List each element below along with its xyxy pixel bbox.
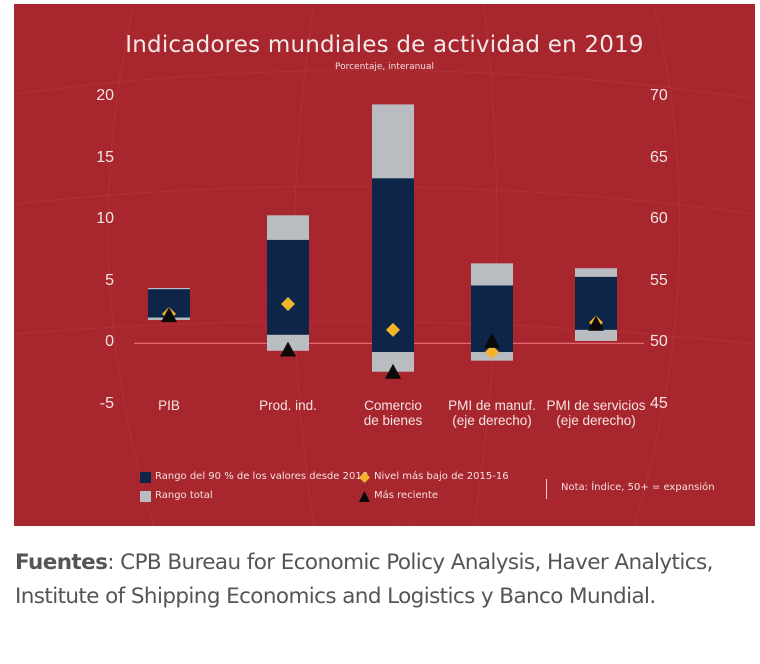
legend-label-lowest: Nivel más bajo de 2015-16: [374, 471, 509, 482]
category-label-line: (eje derecho): [452, 413, 532, 428]
lowest-2015-16-marker: [386, 322, 400, 337]
legend-divider: [546, 479, 547, 499]
category-label-line: Prod. ind.: [259, 398, 317, 413]
most-recent-marker: [484, 332, 500, 348]
right-tick-label: 45: [650, 395, 668, 412]
category-label-line: [228, 413, 348, 428]
category-label-line: [109, 413, 229, 428]
lowest-2015-16-marker: [485, 345, 499, 360]
legend-swatch-total-range: [140, 491, 151, 502]
category-label: PMI de servicios (eje derecho): [536, 398, 656, 428]
most-recent-marker: [588, 315, 604, 331]
sources-text: : CPB Bureau for Economic Policy Analysi…: [15, 550, 713, 609]
right-tick-label: 65: [650, 148, 668, 166]
legend-diamond-icon: [359, 472, 370, 483]
category-label-line: Comercio: [364, 398, 422, 413]
most-recent-marker: [385, 363, 401, 379]
category-label-line: de bienes: [363, 413, 423, 428]
chart-panel: Indicadores mundiales de actividad en 20…: [14, 4, 755, 526]
legend-swatch-range-90: [140, 472, 151, 483]
chart-title: Indicadores mundiales de actividad en 20…: [125, 32, 644, 58]
right-tick-label: 50: [650, 333, 668, 351]
lowest-2015-16-marker: [281, 296, 295, 311]
legend-label-total-range: Rango total: [155, 490, 213, 501]
category-label: PMI de manuf. (eje derecho): [432, 398, 552, 428]
right-tick-label: 70: [650, 87, 668, 104]
legend-label-range-90: Rango del 90 % de los valores desde 2010: [155, 471, 369, 482]
legend-note: Nota: Índice, 50+ = expansión: [561, 482, 715, 493]
category-label-line: PIB: [158, 398, 180, 413]
legend-triangle-icon: [359, 491, 370, 502]
category-label-line: PMI de manuf.: [448, 398, 536, 413]
range-90-bar: [267, 239, 309, 335]
category-label: Prod. ind.: [228, 398, 348, 428]
category-label-line: (eje derecho): [556, 413, 636, 428]
most-recent-marker: [280, 341, 296, 357]
sources-label: Fuentes: [15, 550, 108, 575]
right-tick-label: 55: [650, 271, 668, 289]
left-tick-label: 5: [105, 271, 114, 289]
left-tick-label: 15: [96, 148, 114, 166]
legend-label-recent: Más reciente: [374, 490, 439, 501]
category-label: Comercio de bienes: [333, 398, 453, 428]
left-tick-label: 10: [96, 210, 114, 228]
category-label: PIB: [109, 398, 229, 428]
chart-svg: [14, 4, 755, 526]
right-tick-label: 60: [650, 210, 668, 228]
most-recent-marker: [161, 307, 177, 323]
sources-caption: Fuentes: CPB Bureau for Economic Policy …: [15, 546, 735, 614]
left-tick-label: 0: [105, 333, 114, 351]
category-label-line: PMI de servicios: [546, 398, 646, 413]
chart-subtitle: Porcentaje, interanual: [334, 62, 435, 72]
chart-marks: [134, 104, 644, 379]
left-tick-label: 20: [96, 87, 114, 104]
left-tick-label: -5: [99, 395, 114, 412]
